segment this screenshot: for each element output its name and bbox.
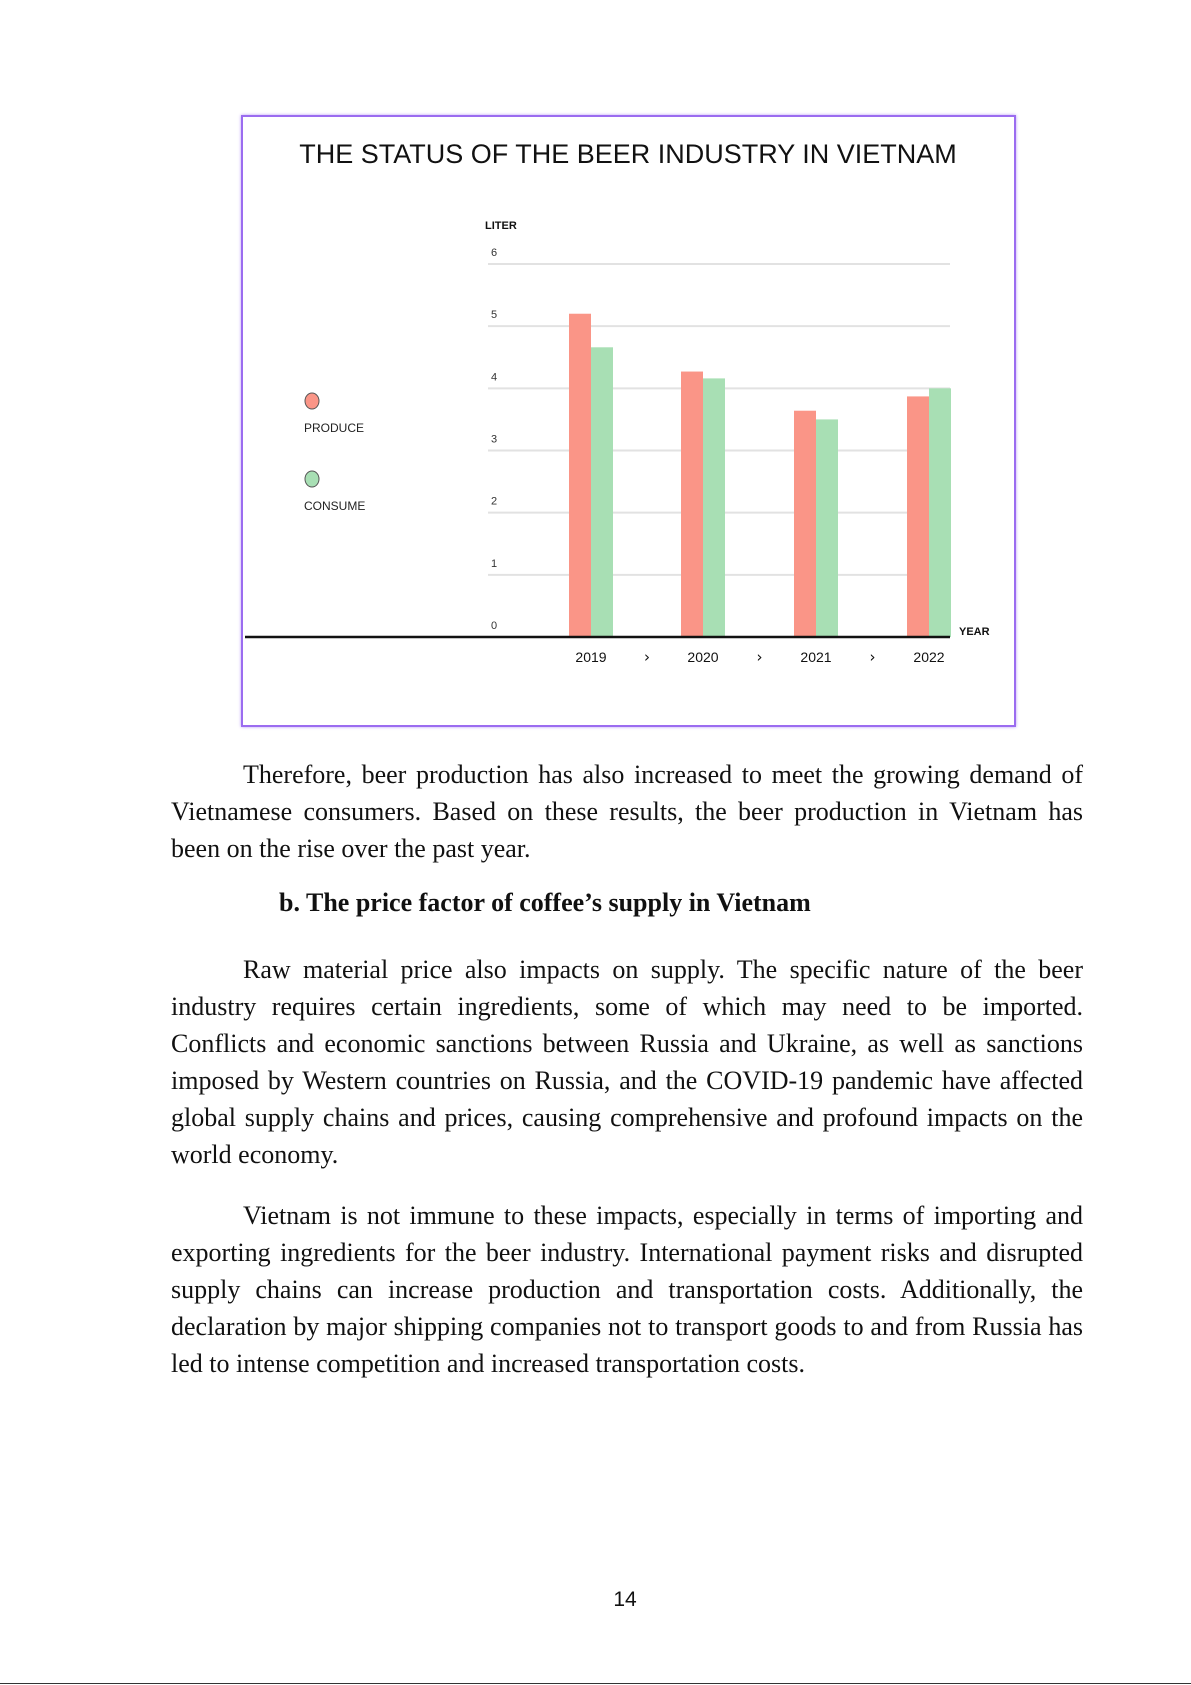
footer-rule [0, 1683, 1191, 1684]
paragraph-1: Therefore, beer production has also incr… [171, 756, 1083, 867]
page-number: 14 [613, 1588, 637, 1611]
paragraph-3-text: Vietnam is not immune to these impacts, … [171, 1201, 1083, 1378]
bar-consume-2021 [816, 419, 838, 637]
x-tick-label: 2020 [687, 649, 718, 665]
bar-consume-2022 [929, 388, 951, 637]
y-tick-label: 3 [491, 434, 497, 446]
chevron-right-icon: › [870, 648, 876, 666]
bar-consume-2019 [591, 347, 613, 637]
chart-svg: THE STATUS OF THE BEER INDUSTRY IN VIETN… [245, 139, 990, 666]
y-tick-label: 6 [491, 247, 497, 259]
section-heading: b. The price factor of coffee’s supply i… [279, 888, 811, 917]
bar-produce-2021 [794, 410, 816, 637]
legend-label: PRODUCE [304, 421, 364, 435]
chevron-right-icon: › [757, 648, 763, 666]
beer-industry-chart: THE STATUS OF THE BEER INDUSTRY IN VIETN… [241, 115, 1016, 727]
bar-produce-2020 [681, 371, 703, 637]
bar-produce-2022 [907, 396, 929, 637]
bar-consume-2020 [703, 378, 725, 637]
y-tick-label: 2 [491, 496, 497, 508]
x-tick-label: 2019 [575, 649, 606, 665]
chevron-right-icon: › [644, 648, 650, 666]
y-axis-label: LITER [485, 220, 517, 232]
paragraph-3: Vietnam is not immune to these impacts, … [171, 1197, 1083, 1382]
x-tick-label: 2022 [913, 649, 944, 665]
legend-marker-consume [304, 470, 320, 488]
chart-title: THE STATUS OF THE BEER INDUSTRY IN VIETN… [299, 139, 957, 169]
x-axis-label: YEAR [959, 626, 990, 638]
bar-produce-2019 [569, 313, 591, 637]
paragraph-1-text: Therefore, beer production has also incr… [171, 760, 1083, 863]
y-tick-label: 4 [491, 371, 497, 383]
paragraph-2-text: Raw material price also impacts on suppl… [171, 955, 1083, 1169]
y-tick-label: 0 [491, 620, 497, 632]
y-tick-label: 5 [491, 309, 497, 321]
legend-marker-produce [304, 392, 320, 410]
x-tick-label: 2021 [800, 649, 831, 665]
paragraph-2: Raw material price also impacts on suppl… [171, 951, 1083, 1173]
legend-label: CONSUME [304, 499, 365, 513]
y-tick-label: 1 [491, 558, 497, 570]
